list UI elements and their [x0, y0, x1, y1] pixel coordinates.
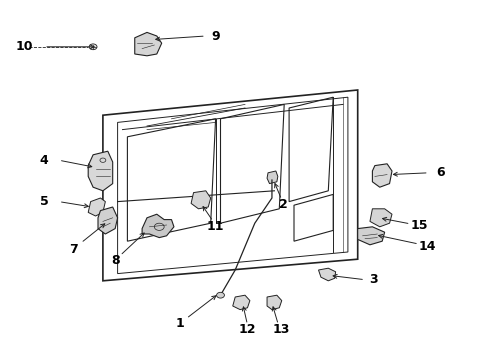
Text: 5: 5: [40, 195, 49, 208]
Text: 2: 2: [279, 198, 288, 211]
Text: 4: 4: [40, 154, 49, 167]
Text: 15: 15: [410, 219, 428, 231]
Circle shape: [217, 292, 224, 298]
Text: 6: 6: [437, 166, 445, 179]
Text: 7: 7: [69, 243, 78, 256]
Text: 14: 14: [418, 240, 436, 253]
Polygon shape: [88, 151, 113, 191]
Polygon shape: [98, 207, 118, 234]
Polygon shape: [370, 209, 392, 227]
Polygon shape: [88, 198, 105, 216]
Text: 9: 9: [211, 30, 220, 42]
Text: 1: 1: [176, 317, 185, 330]
Text: 12: 12: [239, 323, 256, 336]
Text: 3: 3: [369, 273, 378, 286]
Polygon shape: [318, 268, 336, 281]
Text: 11: 11: [207, 220, 224, 233]
Polygon shape: [233, 295, 250, 310]
Polygon shape: [135, 32, 162, 56]
Polygon shape: [358, 227, 385, 245]
Text: 13: 13: [273, 323, 291, 336]
Polygon shape: [267, 295, 282, 310]
Text: 10: 10: [16, 40, 33, 53]
Circle shape: [89, 44, 97, 50]
Polygon shape: [142, 214, 174, 238]
Polygon shape: [267, 171, 278, 184]
Text: 8: 8: [111, 255, 120, 267]
Polygon shape: [372, 164, 392, 187]
Polygon shape: [191, 191, 211, 209]
